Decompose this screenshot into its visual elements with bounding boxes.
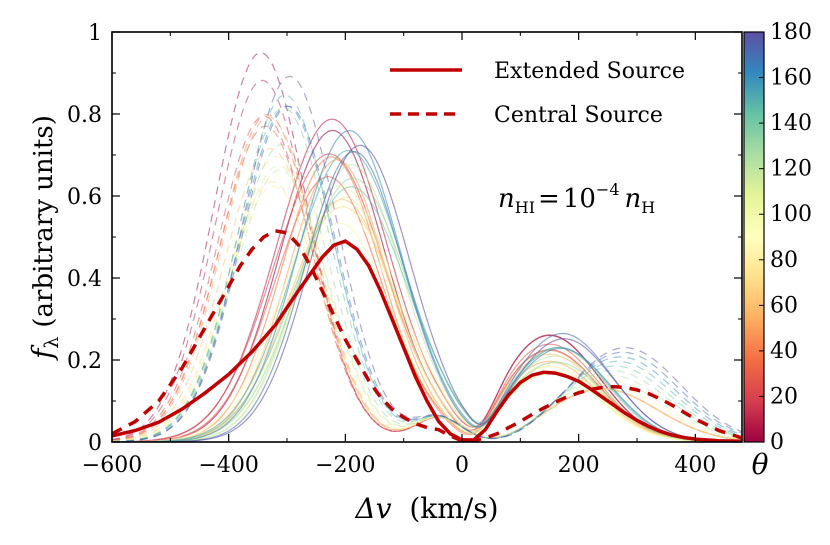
central-curve-theta-170 [112,105,742,442]
angle-curves-group [112,52,742,442]
extended-curve-theta-160 [112,129,742,442]
extended-curve-theta-0 [112,129,742,442]
plot-frame [111,31,743,443]
x-tick-label: 400 [674,453,716,478]
x-tick-label: −600 [82,453,142,478]
legend: Extended Source Central Source [390,59,685,128]
y-tick-label: 0.6 [67,185,102,210]
central-curve-theta-180 [112,75,742,442]
colorbar-tick-label: 60 [770,293,798,318]
central-curve-theta-90 [112,173,742,442]
colorbar-ticks: 0 20 40 60 80 100 120 140 160 180 [759,20,812,455]
colorbar-tick-label: 100 [770,202,812,227]
colorbar-tick-label: 180 [770,20,812,45]
central-curve-theta-120 [112,169,742,442]
x-axis-title: Δv (km/s) [354,492,498,525]
x-tick-label: −400 [198,453,258,478]
colorbar [743,31,765,443]
central-curve-theta-150 [112,94,742,442]
extended-curve-theta-180 [112,144,742,442]
extended-curve-theta-90 [112,203,742,442]
y-tick-label: 1 [88,21,102,46]
density-annotation: nHI = 10−4 nH [498,180,655,217]
x-axis-symbol: Δv [354,492,391,525]
y-tick-label: 0.4 [67,267,102,292]
colorbar-label: θ [752,448,769,481]
colorbar-tick-label: 0 [770,430,784,455]
colorbar-tick-label: 140 [770,111,812,136]
colorbar-tick-label: 120 [770,157,812,182]
y-tick-label: 0.2 [67,349,102,374]
mean-curves-group [112,228,742,442]
x-tick-label: 200 [558,453,600,478]
extended-curve-theta-140 [112,186,742,442]
legend-label-extended: Extended Source [494,59,685,84]
central-curve-theta-140 [112,107,742,442]
axis-ticks: −600 −400 −200 0 200 400 0 0.2 0.4 0.6 0.8 1 [67,21,742,478]
y-axis-units: (arbitrary units) [29,115,59,328]
extended-curve-theta-100 [112,222,742,442]
central-source-mean-line [112,228,742,442]
extended-curve-theta-150 [112,149,742,442]
y-tick-label: 0.8 [67,103,102,128]
colorbar-tick-label: 40 [770,339,798,364]
y-axis-title: fλ (arbitrary units) [26,115,63,361]
colorbar-tick-label: 20 [770,384,798,409]
x-tick-label: 0 [455,453,469,478]
extended-source-mean-line [112,239,742,442]
legend-label-central: Central Source [494,103,663,128]
colorbar-tick-label: 80 [770,248,798,273]
y-tick-label: 0 [88,431,102,456]
colorbar-tick-label: 160 [770,66,812,91]
central-curve-theta-130 [112,144,742,442]
x-tick-label: −200 [315,453,375,478]
y-axis-subscript: λ [41,337,63,349]
x-axis-units: (km/s) [409,492,498,525]
